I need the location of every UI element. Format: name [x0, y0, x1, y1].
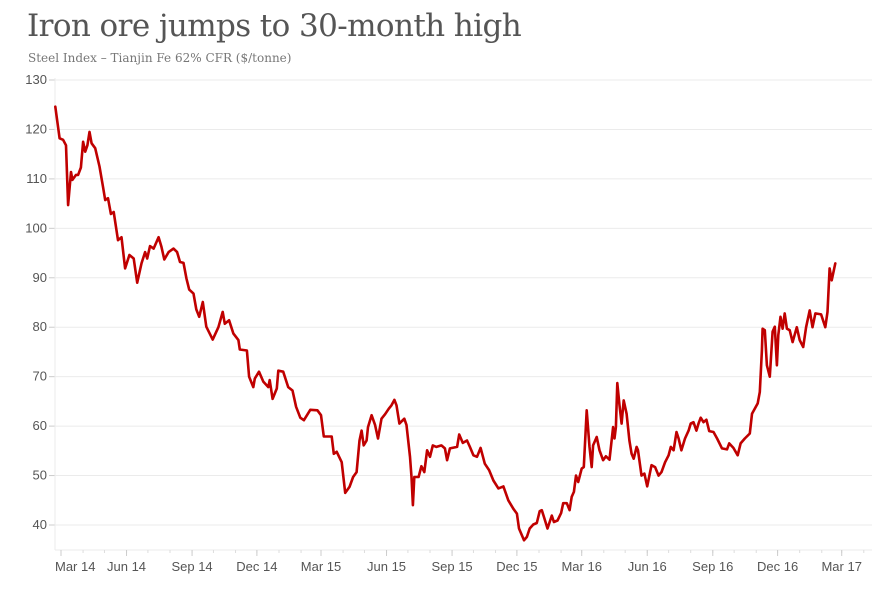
- x-tick-label: Sep 16: [692, 559, 733, 574]
- x-tick-label: Jun 14: [107, 559, 146, 574]
- x-tick-label: Mar 14: [55, 559, 95, 574]
- x-tick-label: Dec 15: [496, 559, 537, 574]
- x-tick-label: Dec 14: [236, 559, 277, 574]
- price-line: [54, 105, 837, 542]
- x-tick-label: Mar 15: [301, 559, 341, 574]
- x-tick-label: Dec 16: [757, 559, 798, 574]
- chart-title: Iron ore jumps to 30-month high: [27, 8, 522, 44]
- y-tick-label: 90: [33, 270, 47, 285]
- y-tick-label: 100: [25, 220, 47, 235]
- y-tick-label: 130: [25, 72, 47, 87]
- y-tick-label: 120: [25, 121, 47, 136]
- y-tick-label: 110: [26, 171, 47, 186]
- x-tick-label: Mar 16: [561, 559, 601, 574]
- x-tick-label: Jun 15: [367, 559, 406, 574]
- x-tick-label: Jun 16: [628, 559, 667, 574]
- x-tick-label: Sep 15: [431, 559, 472, 574]
- x-tick-label: Mar 17: [821, 559, 861, 574]
- y-tick-label: 60: [33, 418, 47, 433]
- y-tick-label: 80: [33, 319, 47, 334]
- x-tick-label: Sep 14: [171, 559, 212, 574]
- y-tick-label: 40: [33, 517, 47, 532]
- chart-subtitle: Steel Index – Tianjin Fe 62% CFR ($/tonn…: [28, 51, 292, 65]
- y-tick-label: 50: [33, 468, 47, 483]
- y-tick-label: 70: [33, 369, 47, 384]
